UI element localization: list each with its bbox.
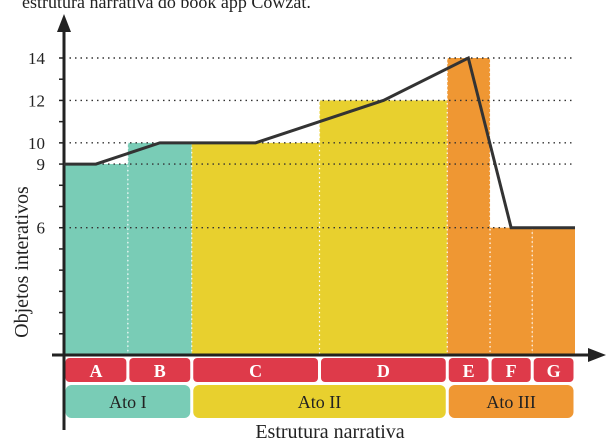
y-tick-label-14: 14 [28,49,46,68]
axes-group: 6 9 10 12 14 [28,14,606,430]
category-label-c: C [249,361,262,381]
y-tick-label-10: 10 [28,134,45,153]
act-label-ato-ii: Ato II [298,392,342,412]
category-box-f [491,358,531,382]
category-label-g: G [547,361,561,381]
y-axis-label: Objetos interativos [11,186,33,338]
y-tick-label-6: 6 [37,219,46,238]
y-axis-arrowhead [57,14,71,32]
bar-e [447,58,491,355]
category-label-a: A [89,361,102,381]
category-strip: A B C D E F G [65,358,574,382]
category-box-a [65,358,127,382]
bar-g [532,227,575,355]
act-band-ato-i [65,385,191,418]
bar-a [64,164,128,355]
act-label-ato-i: Ato I [109,392,147,412]
category-box-g [533,358,574,382]
y-tick-label-12: 12 [28,91,45,110]
caption-fragment: estrutura narrativa do book app Cowzat. [22,0,311,12]
bar-b [127,142,192,355]
trend-line-group [64,55,575,230]
trend-line [64,55,575,230]
act-strip: Ato I Ato II Ato III [65,385,574,418]
act-band-ato-iii [448,385,574,418]
act-band-ato-ii [193,385,446,418]
category-box-c [193,358,318,382]
x-axis-arrowhead [588,348,606,362]
bar-c [191,142,320,355]
act-label-ato-iii: Ato III [486,392,535,412]
category-label-d: D [377,361,390,381]
category-label-b: B [154,361,166,381]
category-label-f: F [506,361,517,381]
y-tick-label-9: 9 [37,155,46,174]
category-box-d [321,358,446,382]
bar-f [490,227,533,355]
x-axis-label: Estrutura narrativa [255,421,404,440]
bars-group [64,58,575,355]
category-label-e: E [463,361,475,381]
category-box-b [129,358,191,382]
category-box-e [448,358,489,382]
